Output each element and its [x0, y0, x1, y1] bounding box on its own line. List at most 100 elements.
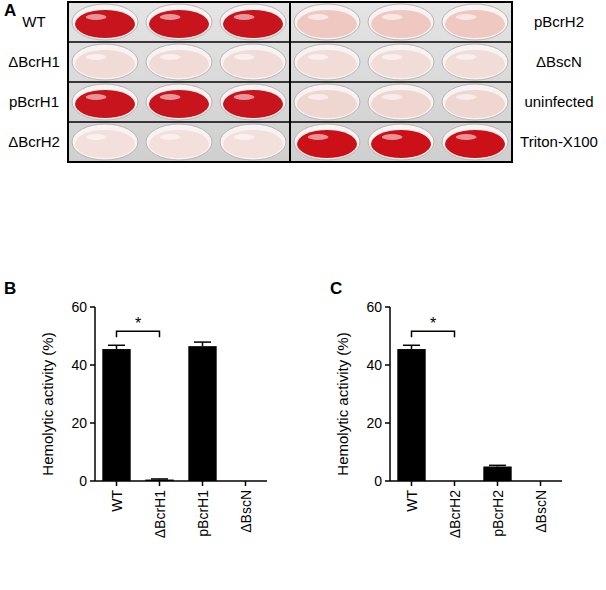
x-tick: [454, 481, 456, 486]
well-rim: [220, 4, 286, 40]
well-rim: [442, 4, 508, 40]
well-glare: [308, 134, 329, 140]
well-fill: [297, 90, 357, 118]
well-fill: [297, 10, 357, 38]
well-rim: [146, 124, 212, 160]
well-fill: [75, 50, 135, 78]
x-tick: [411, 481, 413, 486]
well-glare: [308, 54, 329, 60]
x-tick: [245, 481, 247, 486]
well-label: Triton-X100: [520, 133, 598, 150]
well-rim: [368, 84, 434, 120]
well-glare: [86, 94, 107, 100]
well-rim: [220, 124, 286, 160]
y-axis: [389, 307, 391, 481]
x-tick: [497, 481, 499, 486]
row-line: [290, 81, 512, 83]
significance-mark: *: [430, 315, 436, 332]
well-glare: [160, 134, 181, 140]
x-tick-label: WT: [109, 490, 125, 512]
well-fill: [223, 90, 283, 118]
error-bar: [489, 465, 506, 466]
well-rim: [294, 44, 360, 80]
well-fill: [149, 130, 209, 158]
well-glare: [456, 134, 477, 140]
well-rim: [294, 124, 360, 160]
y-axis: [94, 307, 96, 481]
well-rim: [72, 124, 138, 160]
well-glare: [86, 134, 107, 140]
x-tick: [116, 481, 118, 486]
well-fill: [149, 10, 209, 38]
well-fill: [445, 10, 505, 38]
panel-chart: C0204060WTΔBcrH2pBcrH2ΔBscNHemolytic act…: [330, 279, 562, 538]
well-label: ΔBscN: [536, 53, 582, 70]
bar: [102, 349, 130, 481]
bar: [483, 467, 511, 482]
well-fill: [149, 50, 209, 78]
well-rim: [368, 124, 434, 160]
error-cap: [194, 341, 211, 343]
y-tick: [90, 364, 95, 366]
well-fill: [371, 10, 431, 38]
well-glare: [456, 54, 477, 60]
well-rim: [146, 4, 212, 40]
x-tick-label: ΔBcrH2: [447, 490, 463, 538]
panel-a: WTΔBcrH1pBcrH1ΔBcrH2pBcrH2ΔBscNuninfecte…: [4, 1, 598, 162]
panel-letter: B: [4, 279, 16, 298]
y-tick-label: 20: [71, 415, 87, 431]
x-tick: [159, 481, 161, 486]
error-bar: [403, 345, 420, 349]
well-fill: [371, 50, 431, 78]
well-label: pBcrH2: [534, 13, 584, 30]
well-rim: [294, 84, 360, 120]
well-fill: [445, 50, 505, 78]
y-tick: [385, 306, 390, 308]
well-rim: [146, 44, 212, 80]
well-label: uninfected: [524, 93, 593, 110]
row-line: [68, 41, 290, 43]
well-glare: [234, 54, 255, 60]
error-cap: [108, 345, 125, 347]
well-rim: [72, 84, 138, 120]
significance-mark: *: [135, 315, 141, 332]
row-line: [290, 41, 512, 43]
well-fill: [75, 90, 135, 118]
y-tick-label: 0: [374, 473, 382, 489]
y-tick-label: 60: [71, 299, 87, 315]
y-tick-label: 0: [79, 473, 87, 489]
well-glare: [456, 14, 477, 20]
error-cap: [403, 345, 420, 347]
error-bar: [108, 345, 125, 349]
y-axis-title: Hemolytic activity (%): [334, 332, 351, 475]
well-fill: [75, 130, 135, 158]
well-rim: [442, 44, 508, 80]
well-glare: [456, 94, 477, 100]
y-tick: [90, 422, 95, 424]
well-fill: [371, 90, 431, 118]
x-tick-label: ΔBcrH1: [152, 490, 168, 538]
well-rim: [442, 84, 508, 120]
y-tick: [385, 422, 390, 424]
well-rim: [72, 44, 138, 80]
well-rim: [368, 4, 434, 40]
x-tick-label: pBcrH1: [195, 490, 211, 537]
x-tick-label: WT: [404, 490, 420, 512]
x-tick-label: ΔBscN: [238, 490, 254, 533]
well-glare: [382, 14, 403, 20]
y-tick-label: 60: [366, 299, 382, 315]
well-fill: [149, 90, 209, 118]
well-rim: [146, 84, 212, 120]
error-bar: [151, 478, 168, 480]
well-glare: [308, 14, 329, 20]
panel-chart: B 0 20 40 60 WT ΔBcrH1 pBcrH1 ΔBscN Hemolytic act…: [4, 279, 267, 538]
well-glare: [382, 94, 403, 100]
well-rim: [294, 4, 360, 40]
well-label: ΔBcrH2: [8, 133, 60, 150]
error-cap: [489, 465, 506, 467]
well-fill: [75, 10, 135, 38]
well-glare: [308, 94, 329, 100]
y-tick-label: 40: [71, 357, 87, 373]
plate-frame: [68, 2, 512, 162]
y-axis-title: Hemolytic activity (%): [39, 332, 56, 475]
